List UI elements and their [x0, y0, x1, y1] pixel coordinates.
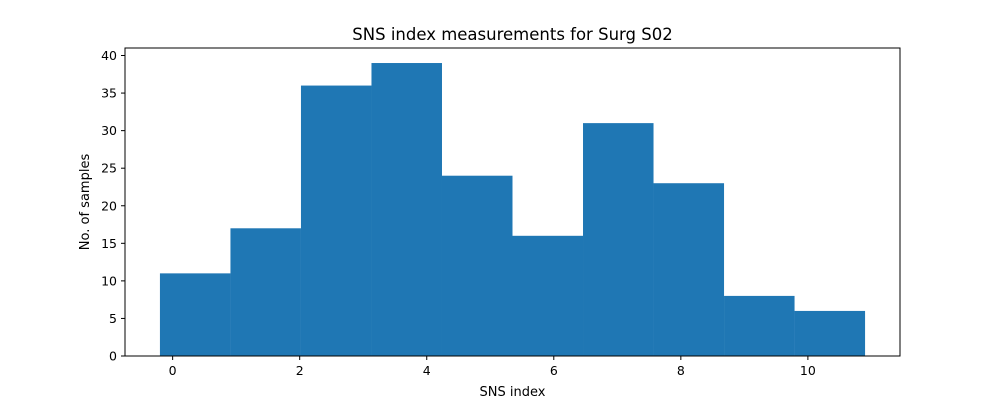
x-tick-label: 6 [550, 363, 558, 378]
x-tick-label: 2 [296, 363, 304, 378]
x-tick-label: 8 [677, 363, 685, 378]
y-tick-label: 30 [101, 123, 117, 138]
y-axis-label: No. of samples [78, 154, 93, 251]
histogram-bar [441, 175, 513, 356]
y-tick-label: 15 [101, 236, 117, 251]
plot-frame [124, 47, 901, 357]
y-tick-label: 25 [101, 161, 117, 176]
x-tick-label: 0 [169, 363, 177, 378]
histogram-bar [159, 273, 231, 356]
histogram-bar [583, 123, 654, 356]
x-axis: 0 2 4 6 8 10 [169, 356, 816, 378]
chart-title: SNS index measurements for Surg S02 [352, 25, 672, 44]
histogram-bar [230, 228, 301, 356]
y-tick-label: 40 [101, 48, 117, 63]
x-tick-label: 10 [800, 363, 816, 378]
histogram-bar [512, 235, 584, 356]
histogram-bar [724, 295, 795, 356]
x-tick-label: 4 [423, 363, 431, 378]
histogram-bar [300, 85, 372, 356]
histogram-bar [371, 63, 442, 357]
y-tick-label: 20 [101, 198, 117, 213]
bars-layer [159, 63, 866, 357]
histogram-bar [653, 183, 725, 356]
x-axis-label: SNS index [480, 385, 546, 400]
histogram-bar [794, 310, 866, 356]
y-tick-label: 10 [101, 273, 117, 288]
y-tick-label: 0 [109, 349, 117, 364]
y-tick-label: 5 [109, 311, 117, 326]
y-axis: 0 5 10 15 20 25 30 35 40 [101, 48, 125, 364]
y-tick-label: 35 [101, 86, 117, 101]
